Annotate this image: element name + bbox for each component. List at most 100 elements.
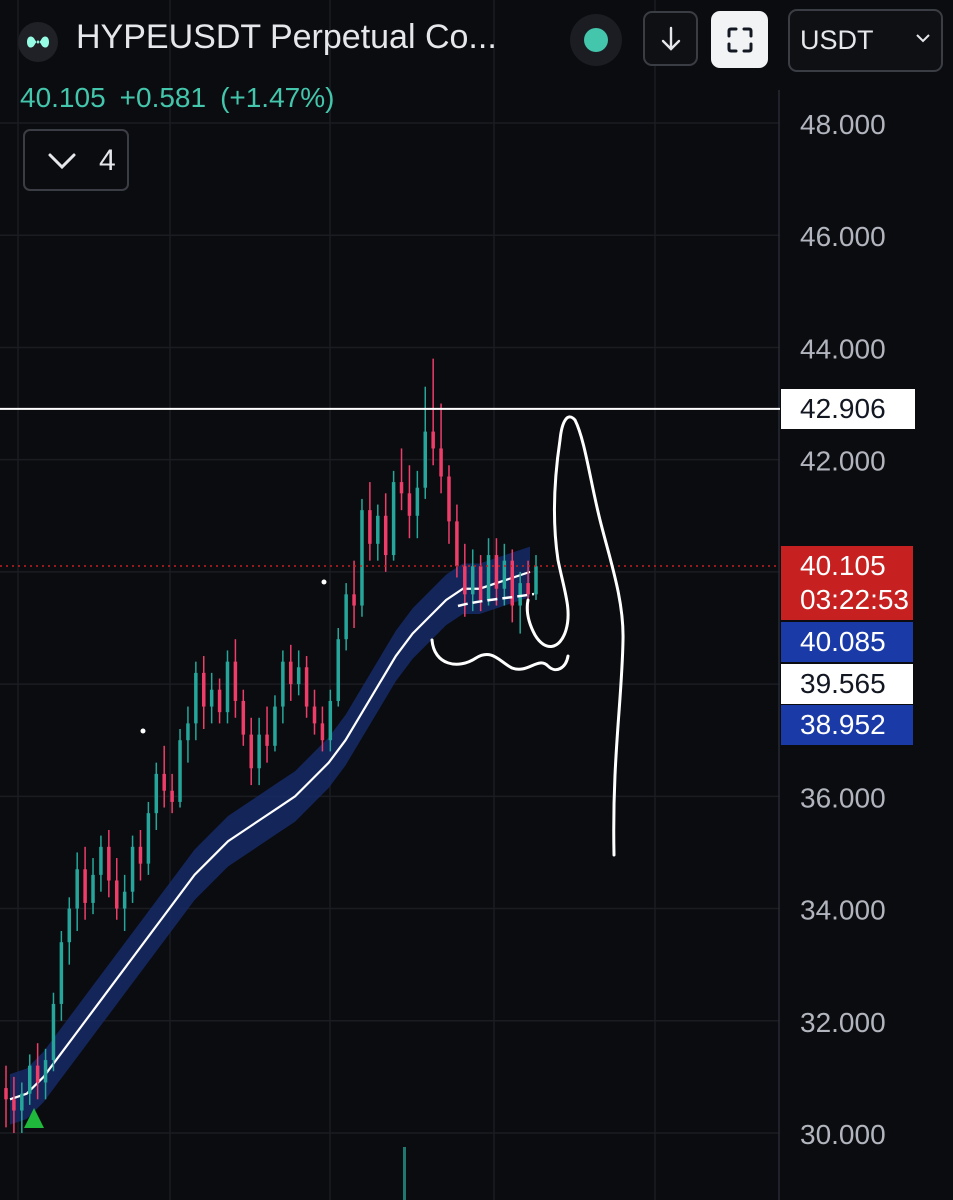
candle-body bbox=[51, 1003, 56, 1061]
candle-body bbox=[478, 566, 483, 600]
band-upper-value: 40.085 bbox=[800, 626, 886, 657]
candle-body bbox=[518, 583, 522, 606]
candle-body bbox=[122, 891, 127, 909]
price-change: +0.581 bbox=[119, 82, 207, 113]
candle-body bbox=[344, 594, 348, 640]
candle-body bbox=[194, 672, 198, 724]
candle-body bbox=[178, 740, 182, 802]
price-axis-tick: 44.000 bbox=[800, 333, 886, 364]
hand-drawn-arrow-annotation bbox=[525, 415, 625, 857]
candle-body bbox=[99, 846, 103, 875]
candle-body bbox=[407, 493, 412, 516]
hyperliquid-logo-icon bbox=[18, 22, 58, 62]
candle-body bbox=[470, 566, 475, 595]
horizontal-line-price: 42.906 bbox=[800, 393, 886, 424]
candle-body bbox=[209, 689, 214, 707]
candle-body bbox=[12, 1099, 16, 1111]
candle-body bbox=[494, 555, 499, 589]
price-change-percent: (+1.47%) bbox=[220, 82, 335, 113]
current-price-tag: 40.105 03:22:53 bbox=[781, 546, 913, 620]
chevron-down-icon bbox=[916, 34, 930, 43]
candle-body bbox=[526, 583, 530, 595]
candle-body bbox=[217, 689, 222, 713]
band-mid-tag: 39.565 bbox=[781, 664, 913, 704]
candle-body bbox=[391, 482, 396, 556]
fullscreen-icon bbox=[727, 27, 752, 52]
candle-body bbox=[455, 521, 459, 567]
candle-body bbox=[20, 1093, 24, 1111]
ema-line bbox=[9, 570, 531, 1101]
volume-bar bbox=[403, 1147, 406, 1200]
hand-drawn-cup-annotation bbox=[430, 638, 570, 672]
current-price-value: 40.105 bbox=[800, 550, 886, 581]
candle-body bbox=[233, 661, 238, 701]
candle-body bbox=[75, 869, 79, 909]
candle-body bbox=[510, 560, 515, 606]
candle-body bbox=[399, 482, 404, 494]
candle-body bbox=[336, 639, 340, 701]
band-lower-tag: 38.952 bbox=[781, 705, 913, 745]
candle-body bbox=[376, 515, 380, 544]
price-axis-tick: 34.000 bbox=[800, 895, 886, 926]
price-axis-tick: 42.000 bbox=[800, 446, 886, 477]
candle-body bbox=[186, 723, 190, 741]
candle-body bbox=[138, 846, 143, 864]
candle-body bbox=[225, 661, 230, 713]
currency-select[interactable]: USDT bbox=[788, 9, 943, 72]
candle-body bbox=[486, 555, 491, 600]
arrow-down-icon bbox=[661, 26, 680, 51]
currency-label: USDT bbox=[800, 25, 874, 55]
candle-body bbox=[281, 661, 285, 707]
candle-body bbox=[328, 700, 333, 741]
candle-body bbox=[289, 661, 293, 685]
candle-body bbox=[447, 476, 451, 522]
fullscreen-button[interactable] bbox=[711, 11, 768, 68]
signal-dot bbox=[321, 579, 327, 585]
candle-body bbox=[352, 594, 356, 606]
price-axis-tick: 32.000 bbox=[800, 1007, 886, 1038]
horizontal-line-price-tag[interactable]: 42.906 bbox=[781, 389, 915, 429]
band-lower-value: 38.952 bbox=[800, 709, 886, 740]
signal-dot bbox=[140, 728, 146, 734]
candle-body bbox=[162, 773, 166, 791]
candle-body bbox=[383, 515, 388, 556]
chevron-down-icon bbox=[48, 153, 76, 170]
price-axis-tick: 46.000 bbox=[800, 221, 886, 252]
scroll-to-latest-button[interactable] bbox=[643, 11, 698, 66]
symbol-title[interactable]: HYPEUSDT Perpetual Co... bbox=[76, 18, 497, 56]
candle-body bbox=[202, 672, 206, 707]
candle-body bbox=[423, 431, 428, 488]
candle-body bbox=[241, 700, 246, 735]
band-mid-value: 39.565 bbox=[800, 668, 886, 699]
candle-body bbox=[27, 1065, 32, 1094]
candle-body bbox=[59, 942, 64, 1004]
bar-countdown: 03:22:53 bbox=[800, 584, 909, 615]
candle-body bbox=[312, 706, 317, 724]
hand-drawn-dashed-annotation bbox=[457, 592, 535, 608]
candle-body bbox=[170, 790, 174, 802]
candle-body bbox=[368, 510, 372, 544]
chart-header: HYPEUSDT Perpetual Co... USDT bbox=[0, 0, 953, 90]
candle-body bbox=[431, 431, 435, 449]
candle-body bbox=[43, 1060, 48, 1083]
indicators-toggle-button[interactable]: 4 bbox=[23, 129, 129, 191]
price-axis-tick: 36.000 bbox=[800, 782, 886, 813]
candle-body bbox=[107, 846, 111, 881]
candle-body bbox=[296, 667, 301, 685]
candle-body bbox=[257, 734, 261, 769]
candle-body bbox=[534, 566, 538, 595]
candle-body bbox=[249, 734, 253, 769]
buy-signal-triangle-icon bbox=[24, 1108, 44, 1128]
price-axis-tick: 30.000 bbox=[800, 1119, 886, 1150]
candle-body bbox=[130, 846, 135, 892]
candle-body bbox=[4, 1088, 8, 1100]
indicator-count: 4 bbox=[99, 144, 116, 177]
last-price: 40.105 bbox=[20, 82, 106, 113]
candle-body bbox=[304, 667, 309, 707]
candle-body bbox=[273, 706, 277, 746]
band-upper-tag: 40.085 bbox=[781, 622, 913, 662]
ema-band bbox=[10, 546, 530, 1125]
candle-body bbox=[439, 448, 443, 477]
candle-body bbox=[415, 487, 420, 516]
